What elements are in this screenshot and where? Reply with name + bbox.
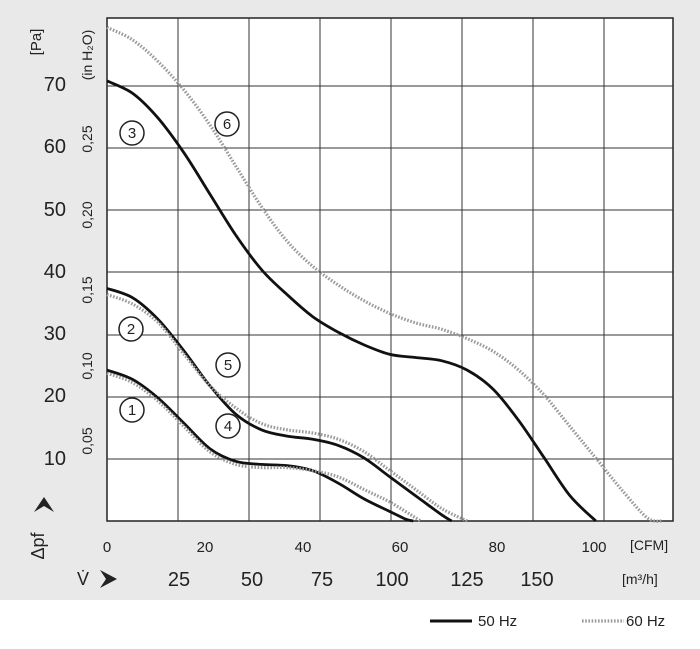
m3h-axis-ticks: 25 50 75 100 125 150: [168, 569, 554, 591]
legend-60hz-label: 60 Hz: [626, 613, 665, 630]
cfm-tick-label: 20: [197, 539, 214, 556]
m3h-tick-label: 50: [241, 569, 263, 591]
m3h-tick-label: 25: [168, 569, 190, 591]
in-h2o-tick-label: 0,25: [79, 125, 95, 152]
curve-label-circle: [119, 120, 145, 146]
curve-label-text: 4: [224, 418, 232, 435]
curve-label-text: 6: [223, 116, 231, 133]
curve-1-50hz: [106, 368, 414, 523]
curve-3-50hz: [106, 79, 597, 523]
curve-label-circle: [215, 413, 241, 439]
cfm-unit-label: [CFM]: [630, 537, 668, 553]
in-h2o-tick-label: 0,05: [79, 427, 95, 454]
curve-4-60hz: [106, 371, 422, 523]
curve-label-text: 2: [127, 321, 135, 338]
flow-arrow-icon: [100, 570, 117, 588]
curve-label-circle: [215, 352, 241, 378]
v-dot-label: V̇: [77, 569, 89, 589]
curve-label-circle: [118, 316, 144, 342]
grid-lines: [107, 18, 673, 521]
curve-label-circle: [119, 397, 145, 423]
curve-5-60hz: [106, 293, 468, 523]
curve-6-60hz: [106, 25, 663, 523]
pa-tick-label: 20: [44, 385, 66, 407]
curve-label-text: 5: [224, 357, 232, 374]
curve-2-50hz: [106, 287, 453, 523]
pa-tick-label: 60: [44, 136, 66, 158]
m3h-tick-label: 150: [520, 569, 553, 591]
m3h-tick-label: 75: [311, 569, 333, 591]
in-h2o-tick-label: 0,10: [79, 352, 95, 379]
curve-label-2: 2: [118, 316, 144, 342]
curve-label-5: 5: [215, 352, 241, 378]
m3h-tick-label: 125: [450, 569, 483, 591]
legend: 50 Hz 60 Hz: [430, 613, 665, 630]
pa-tick-label: 30: [44, 323, 66, 345]
pa-tick-label: 70: [44, 74, 66, 96]
pa-tick-label: 40: [44, 261, 66, 283]
plot-area: [106, 17, 674, 522]
curve-label-6: 6: [214, 111, 240, 137]
in-h2o-tick-label: 0,15: [79, 276, 95, 303]
in-h2o-unit-label: (in H₂O): [79, 30, 95, 81]
in-h2o-axis-ticks: 0,05 0,10 0,15 0,20 0,25: [79, 125, 95, 454]
cfm-tick-label: 100: [581, 539, 606, 556]
pa-tick-label: 10: [44, 448, 66, 470]
curve-label-circle: [214, 111, 240, 137]
flow-axis-label: V̇: [77, 569, 117, 589]
pa-axis-ticks: 10 20 30 40 50 60 70: [44, 74, 66, 470]
curve-label-3: 3: [119, 120, 145, 146]
cfm-tick-label: 60: [392, 539, 409, 556]
curve-labels: 1 2 3 4 5 6: [118, 111, 241, 439]
fan-curves: [106, 25, 663, 523]
curve-label-text: 3: [128, 125, 136, 142]
cfm-tick-label: 40: [295, 539, 312, 556]
pressure-axis-label: Δpf: [28, 497, 54, 560]
curve-label-4: 4: [215, 413, 241, 439]
delta-pf-label: Δpf: [28, 531, 48, 559]
legend-50hz-label: 50 Hz: [478, 613, 517, 630]
cfm-tick-label: 80: [489, 539, 506, 556]
curve-label-text: 1: [128, 402, 136, 419]
pa-unit-label: [Pa]: [28, 29, 45, 56]
cfm-axis-ticks: 0 20 40 60 80 100: [103, 539, 607, 556]
in-h2o-tick-label: 0,20: [79, 201, 95, 228]
m3h-tick-label: 100: [375, 569, 408, 591]
curve-label-1: 1: [119, 397, 145, 423]
m3h-unit-label: [m³/h]: [622, 571, 658, 587]
pa-tick-label: 50: [44, 199, 66, 221]
cfm-tick-label: 0: [103, 539, 111, 556]
pressure-arrow-icon: [34, 497, 54, 512]
